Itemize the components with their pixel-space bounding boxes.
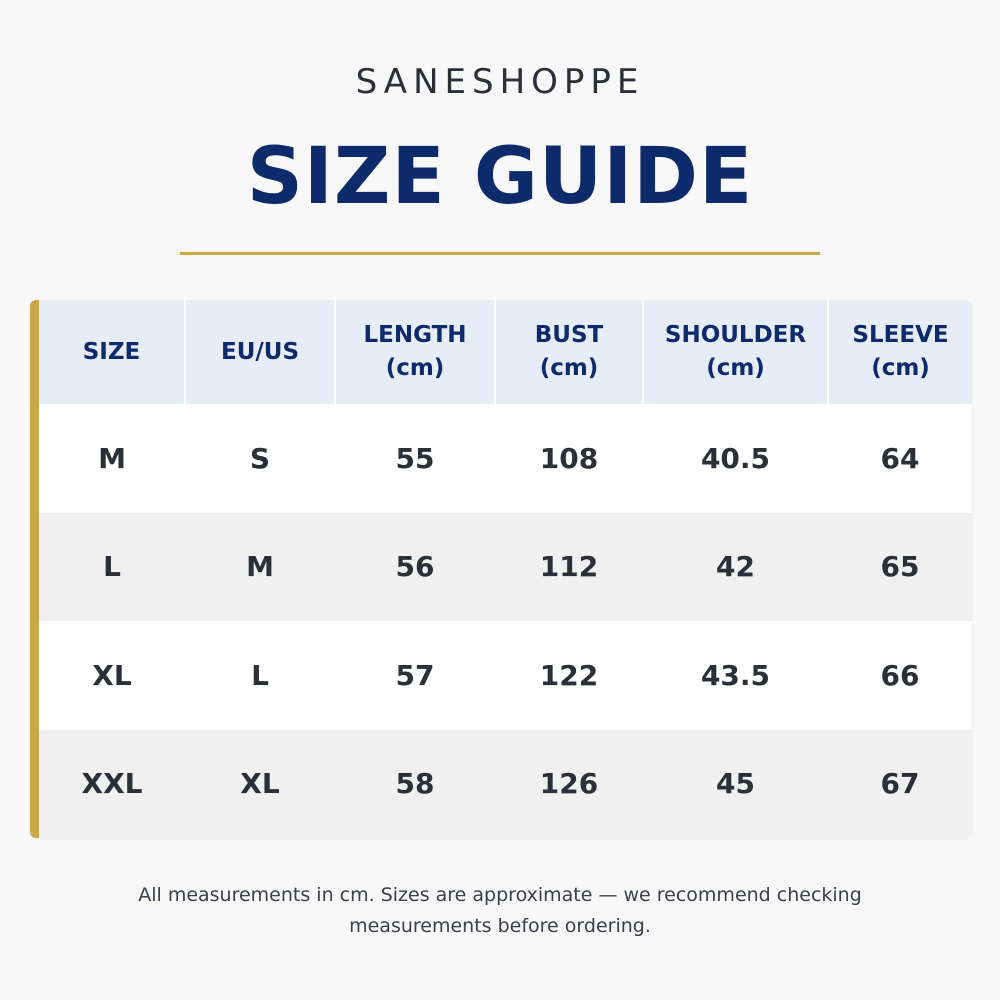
table-header-row: SIZE EU/US LENGTH (cm) BUST (cm) SHOULDE… — [39, 300, 972, 404]
cell-bust: 112 — [495, 512, 643, 621]
cell-sleeve: 65 — [828, 512, 972, 621]
cell-size: XL — [39, 621, 185, 730]
title-divider — [180, 252, 820, 255]
cell-shoulder: 43.5 — [643, 621, 828, 730]
cell-size: XXL — [39, 729, 185, 838]
cell-sleeve: 66 — [828, 621, 972, 730]
cell-length: 58 — [335, 729, 495, 838]
cell-eu-us: M — [185, 512, 335, 621]
header-unit: (cm) — [871, 355, 930, 381]
cell-length: 56 — [335, 512, 495, 621]
cell-shoulder: 40.5 — [643, 404, 828, 513]
cell-sleeve: 64 — [828, 404, 972, 513]
header-unit: (cm) — [539, 355, 599, 381]
cell-eu-us: XL — [185, 729, 335, 838]
size-table: SIZE EU/US LENGTH (cm) BUST (cm) SHOULDE… — [39, 300, 972, 838]
header-label: LENGTH — [363, 322, 467, 348]
header-unit: (cm) — [706, 355, 765, 381]
cell-size: L — [39, 512, 185, 621]
header-bust: BUST (cm) — [495, 300, 644, 404]
measurement-note: All measurements in cm. Sizes are approx… — [138, 884, 862, 937]
cell-bust: 126 — [495, 729, 643, 838]
cell-size: M — [39, 404, 185, 513]
cell-sleeve: 67 — [828, 729, 972, 838]
cell-shoulder: 45 — [643, 729, 828, 838]
header-shoulder: SHOULDER (cm) — [643, 300, 829, 404]
header-length: LENGTH (cm) — [335, 300, 496, 404]
cell-bust: 108 — [495, 404, 643, 513]
header-label: EU/US — [220, 338, 300, 365]
table-row: XL L 57 122 43.5 66 — [39, 621, 972, 730]
table-row: L M 56 112 42 65 — [39, 512, 972, 621]
header-label: SIZE — [82, 338, 141, 365]
header-label: BUST — [534, 322, 604, 348]
header-sleeve: SLEEVE (cm) — [828, 300, 972, 404]
cell-shoulder: 42 — [643, 512, 828, 621]
brand-name: SANESHOPPE — [355, 62, 645, 102]
header-eu-us: EU/US — [185, 300, 336, 404]
cell-length: 55 — [335, 404, 495, 513]
page-title: SIZE GUIDE — [246, 132, 754, 222]
header-label: SLEEVE — [852, 322, 949, 348]
cell-length: 57 — [335, 621, 495, 730]
size-table-container: SIZE EU/US LENGTH (cm) BUST (cm) SHOULDE… — [30, 300, 972, 838]
table-row: M S 55 108 40.5 64 — [39, 404, 972, 513]
cell-bust: 122 — [495, 621, 643, 730]
header-unit: (cm) — [385, 355, 445, 381]
header-size: SIZE — [39, 300, 186, 404]
cell-eu-us: S — [185, 404, 335, 513]
table-row: XXL XL 58 126 45 67 — [39, 729, 972, 838]
accent-bar — [30, 300, 39, 838]
header-label: SHOULDER — [664, 322, 807, 348]
cell-eu-us: L — [185, 621, 335, 730]
